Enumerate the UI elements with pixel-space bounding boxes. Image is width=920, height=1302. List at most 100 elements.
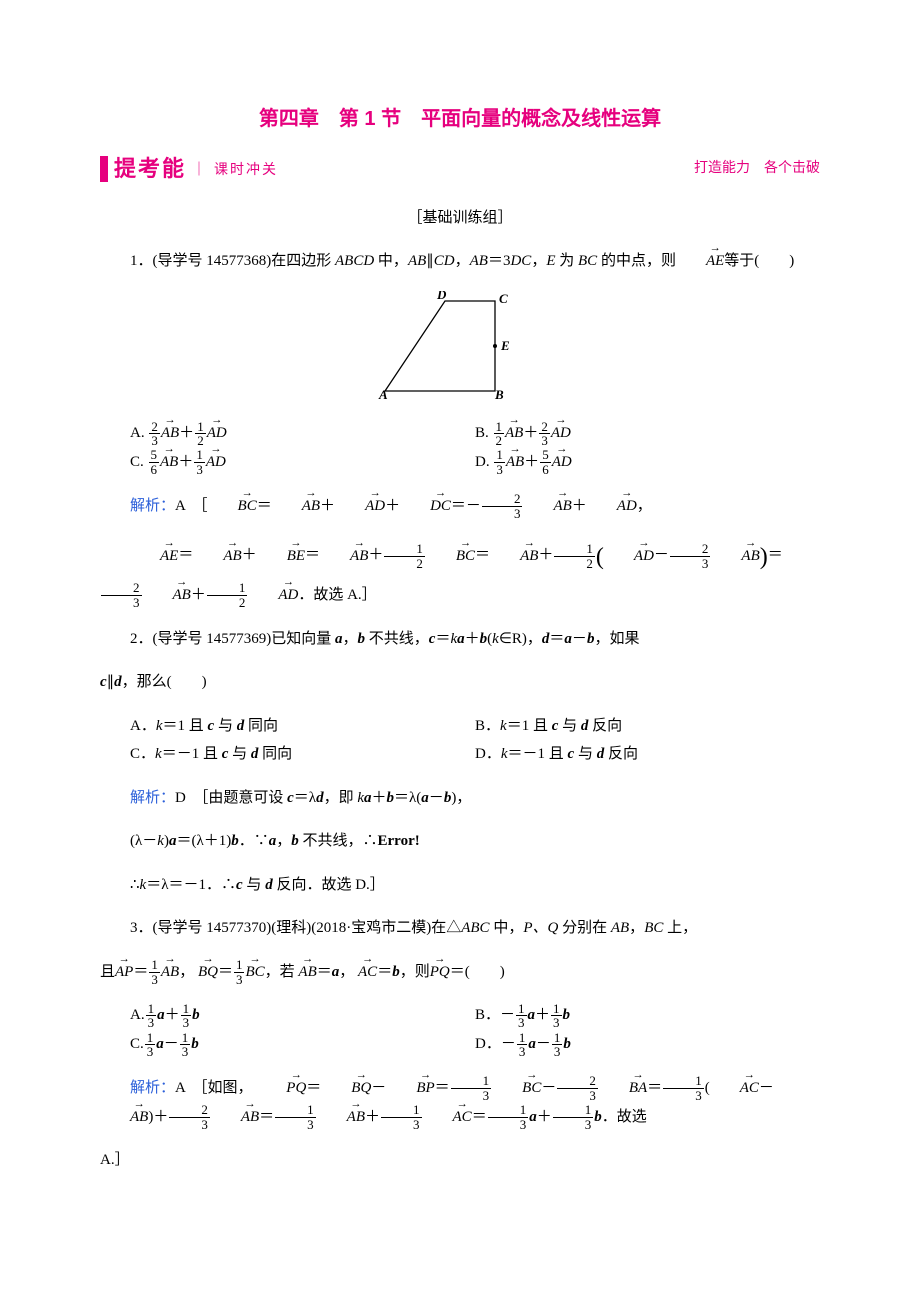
t: 反向．故选 D.］ (273, 877, 385, 893)
vec-ac: AC (423, 1103, 472, 1132)
t: ＝－1 且 (508, 746, 568, 762)
q2-opt-a: A．k＝1 且 c 与 d 同向 (130, 712, 475, 741)
frac-d: 3 (516, 1016, 527, 1030)
ab: AB (611, 920, 629, 936)
q2-m3: ＝ (435, 631, 450, 647)
t: ＝(λ＋1) (176, 833, 231, 849)
b: b (387, 790, 395, 806)
k: k (157, 833, 164, 849)
q2-stem-2: c∥d，那么( ) (100, 668, 820, 697)
frac-d: 3 (169, 1118, 210, 1132)
t: ＝ (317, 964, 332, 980)
q3-opt-a: A.13a＋13b (130, 1001, 475, 1030)
t: 同向 (258, 746, 292, 762)
q2-opt-d: D．k＝－1 且 c 与 d 反向 (475, 740, 820, 769)
vec-ad: AD (552, 448, 572, 477)
frac: 13 (145, 1031, 156, 1059)
plus: ＋ (535, 1007, 550, 1023)
vec-bc: BC (245, 958, 264, 987)
frac-n: 2 (149, 420, 160, 435)
q1-figure: A B C D E (100, 291, 820, 412)
t: 与 (228, 746, 251, 762)
a: a (157, 1007, 165, 1023)
frac-n: 1 (234, 958, 245, 973)
frac-d: 2 (554, 557, 595, 571)
frac-n: 1 (517, 1031, 528, 1046)
vec-be: BE (257, 542, 305, 571)
t: ， (339, 964, 354, 980)
t: 与 (243, 877, 266, 893)
vec-ae: AE (130, 542, 178, 571)
q1-options: A. 23AB＋12AD B. 12AB＋23AD C. 56AB＋13AD D… (130, 419, 820, 476)
vec-ab: AB (100, 1103, 148, 1132)
vec-bq: BQ (198, 958, 218, 987)
q3-close: A.］ (100, 1146, 820, 1175)
vec-d: d (114, 674, 122, 690)
p: A. (130, 1007, 145, 1023)
frac: 13 (234, 958, 245, 986)
frac: 23 (101, 581, 142, 609)
frac-d: 3 (553, 1118, 594, 1132)
sol-label: 解析： (130, 790, 175, 806)
frac-d: 3 (539, 434, 550, 448)
frac-n: 1 (451, 1074, 492, 1089)
error-text: Error! (378, 833, 420, 849)
q2-solution-2: (λ－k)a＝(λ＋1)b．∵a，b 不共线，∴Error! (100, 827, 820, 856)
t: 中， (490, 920, 524, 936)
label-d: D (436, 291, 447, 302)
minus: － (164, 1036, 179, 1052)
vec-ab: AB (490, 542, 538, 571)
frac-d: 3 (494, 463, 505, 477)
t: － (541, 1080, 556, 1096)
frac-n: 1 (384, 542, 425, 557)
opt-d-pre: D. (475, 454, 490, 470)
frac: 13 (552, 1031, 563, 1059)
frac-d: 2 (384, 557, 425, 571)
vec-c: c (100, 674, 107, 690)
vec-ab: AB (272, 492, 320, 521)
b: b (191, 1036, 199, 1052)
t: 且 (100, 964, 115, 980)
trapezoid-svg: A B C D E (375, 291, 545, 401)
t: ＝ (259, 1109, 274, 1125)
vec-ac: AC (358, 958, 377, 987)
frac-n: 1 (488, 1103, 529, 1118)
frac-n: 1 (181, 1002, 192, 1017)
vec-ad: AD (206, 448, 226, 477)
q1-lead3: ∥ (426, 253, 434, 269)
t: ＋ (365, 1109, 380, 1125)
vec-ab: AB (320, 542, 368, 571)
frac: 13 (551, 1002, 562, 1030)
frac-n: 1 (207, 581, 248, 596)
frac: 13 (194, 448, 205, 476)
q1-lead4: ， (455, 253, 470, 269)
q2-options: A．k＝1 且 c 与 d 同向 B．k＝1 且 c 与 d 反向 C．k＝－1… (130, 712, 820, 769)
frac-d: 3 (181, 1016, 192, 1030)
a: a (528, 1036, 536, 1052)
vec-ab: AB (193, 542, 241, 571)
sol-label: 解析： (130, 498, 175, 514)
trapezoid-shape (385, 301, 495, 391)
q1-lead5: ＝3 (488, 253, 511, 269)
vec-ab: AB (711, 542, 759, 571)
frac: 13 (663, 1074, 704, 1102)
vec-ap: AP (115, 958, 133, 987)
vec-ab: AB (160, 448, 178, 477)
vec-ac: AC (710, 1074, 759, 1103)
rparen-icon: ) (760, 544, 768, 570)
frac-n: 1 (275, 1103, 316, 1118)
frac-d: 3 (149, 434, 160, 448)
frac: 13 (488, 1103, 529, 1131)
frac-n: 1 (551, 1002, 562, 1017)
label-b: B (494, 387, 504, 401)
t: ， (179, 964, 194, 980)
frac-n: 2 (539, 420, 550, 435)
k: k (357, 790, 364, 806)
frac: 23 (482, 492, 523, 520)
t: － (759, 1080, 774, 1096)
vec-a: a (564, 631, 572, 647)
c: c (236, 877, 243, 893)
frac-d: 3 (145, 1045, 156, 1059)
frac-d: 2 (195, 434, 206, 448)
t: )＋ (148, 1109, 168, 1125)
